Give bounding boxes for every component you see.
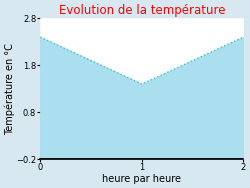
Y-axis label: Température en °C: Température en °C <box>4 43 15 135</box>
X-axis label: heure par heure: heure par heure <box>102 174 181 184</box>
Title: Evolution de la température: Evolution de la température <box>58 4 225 17</box>
